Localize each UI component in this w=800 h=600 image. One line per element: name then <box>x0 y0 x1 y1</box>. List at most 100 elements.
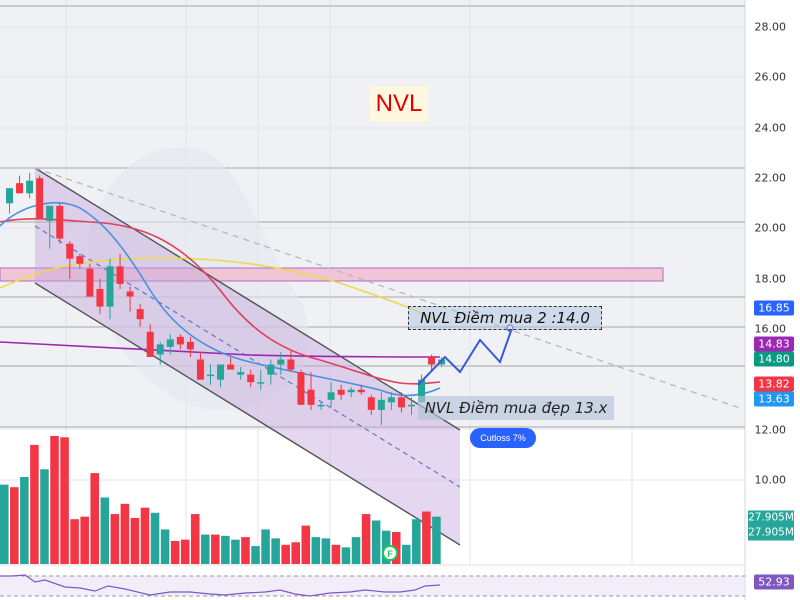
rsi-line <box>0 574 441 597</box>
volume-tag: 27.905M <box>748 510 794 526</box>
volume-bar <box>60 437 69 564</box>
volume-bar <box>371 520 381 564</box>
candle <box>217 364 225 388</box>
candle <box>36 175 44 219</box>
volume-bar <box>211 534 220 564</box>
volume-bar <box>80 516 89 564</box>
candle <box>337 384 345 400</box>
volume-bar <box>30 444 39 564</box>
candle <box>237 367 245 380</box>
candle <box>297 369 305 405</box>
candle <box>126 286 134 312</box>
volume-tag: 27.905M <box>748 525 794 541</box>
volume-bar <box>402 544 411 564</box>
candle <box>76 253 84 269</box>
candle <box>438 356 446 368</box>
volume-bar <box>201 534 210 564</box>
candle <box>357 384 365 395</box>
volume-bar <box>0 484 9 564</box>
price-tag-last-price: 14.80 <box>754 351 794 367</box>
candle <box>56 203 64 244</box>
price-tag-ma-mid: 13.82 <box>754 376 794 392</box>
axis-tick: 18.00 <box>754 272 787 286</box>
ma-long-line <box>0 341 441 358</box>
volume-bar <box>40 469 49 564</box>
volume-bar <box>231 539 240 564</box>
earnings-marker-label: F <box>387 549 393 559</box>
volume-bar <box>281 544 290 564</box>
candle <box>397 392 405 413</box>
candle <box>307 372 315 410</box>
axis-tick: 12.00 <box>754 423 787 437</box>
volume-bar <box>120 503 130 564</box>
volume-bar <box>100 497 110 564</box>
candle <box>347 387 355 398</box>
volume-bar <box>160 529 170 564</box>
volume-bar <box>301 525 311 564</box>
projection-path <box>417 327 513 386</box>
candle <box>377 392 385 426</box>
chart-title: NVL <box>370 86 428 122</box>
candle <box>176 334 184 350</box>
volume-bar <box>130 517 140 564</box>
candle <box>116 253 124 289</box>
candle <box>387 392 395 410</box>
volume-bar <box>70 519 79 564</box>
candle <box>247 369 255 388</box>
volume-bar <box>422 511 431 564</box>
volume-bar <box>351 537 361 564</box>
candle <box>16 175 24 194</box>
volume-bar <box>412 519 421 564</box>
candlesticks <box>6 173 446 426</box>
ma-mid-line <box>0 218 441 385</box>
rsi-band <box>0 576 745 596</box>
volume-bar <box>50 436 59 564</box>
candle <box>106 258 114 320</box>
volume-bar <box>341 547 351 564</box>
candle <box>277 351 285 375</box>
price-tag-ma-long: 14.83 <box>754 336 794 352</box>
channel-mid-line <box>34 225 461 488</box>
axis-tick: 22.00 <box>754 171 787 185</box>
volume-bar <box>20 476 29 564</box>
annotation-buy-point-2[interactable]: NVL Điềm mua 2 :14.0 <box>408 306 602 330</box>
channel-upper-line <box>34 167 461 431</box>
downtrend-channel <box>35 168 460 545</box>
cutloss-badge[interactable]: Cutloss 7% <box>470 428 536 448</box>
candle <box>317 402 325 410</box>
candle <box>186 336 194 357</box>
volume-bar <box>271 538 280 564</box>
candle <box>408 397 415 415</box>
volume-bars <box>0 436 441 564</box>
candle <box>146 324 154 357</box>
candle <box>267 359 275 385</box>
volume-bar <box>90 473 99 564</box>
volume-bar <box>432 516 441 564</box>
volume-bar <box>261 529 270 564</box>
annotation-good-buy-point[interactable]: NVL Điềm mua đẹp 13.x <box>418 396 614 420</box>
candle <box>227 356 235 370</box>
axis-tick: 24.00 <box>754 121 787 135</box>
candle <box>96 278 104 315</box>
price-tag-ma-fast: 13.63 <box>754 391 794 407</box>
volume-bar <box>361 514 371 564</box>
axis-tick: 16.00 <box>754 322 787 336</box>
candle <box>327 382 335 408</box>
candle <box>257 369 265 390</box>
candle <box>156 341 164 365</box>
volume-bar <box>311 537 321 564</box>
rsi-value-tag: 52.93 <box>754 574 794 590</box>
volume-bar <box>241 537 250 564</box>
axis-tick: 28.00 <box>754 20 787 34</box>
axis-tick: 26.00 <box>754 70 787 84</box>
volume-bar <box>140 507 150 564</box>
candle <box>196 351 204 380</box>
volume-bar <box>221 535 230 564</box>
volume-bar <box>170 540 180 564</box>
volume-bar <box>10 487 19 564</box>
candle <box>26 173 34 199</box>
candle <box>6 188 13 214</box>
earnings-marker-icon[interactable] <box>382 545 398 561</box>
volume-bar <box>291 542 300 564</box>
